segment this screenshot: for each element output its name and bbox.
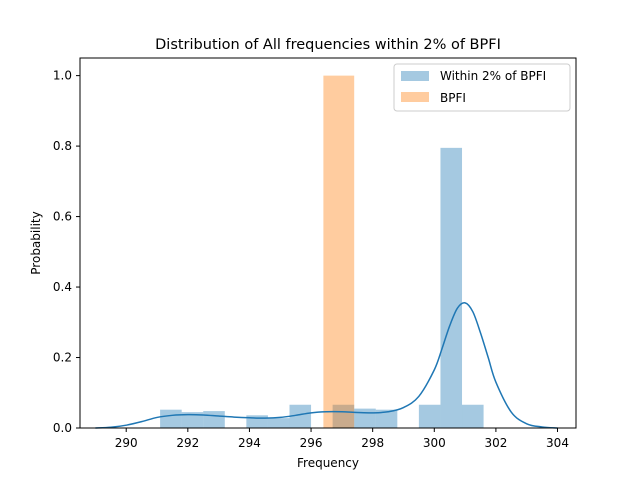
bars-layer [160, 75, 484, 429]
bar-within-bpfi-13 [440, 147, 463, 429]
bar-within-bpfi-9 [354, 408, 376, 428]
y-axis-ticks: 0.0 0.2 0.4 0.6 0.8 1.0 [53, 69, 80, 435]
y-tick-label: 0.8 [53, 139, 72, 153]
legend-label-bpfi: BPFI [440, 91, 466, 105]
bar-within-bpfi-2 [203, 411, 225, 428]
y-axis-label: Probability [29, 211, 43, 274]
x-tick-label: 302 [484, 436, 507, 450]
x-axis-label: Frequency [297, 456, 359, 470]
bar-within-bpfi-14 [462, 404, 484, 428]
bar-within-bpfi-8 [332, 404, 355, 428]
y-tick-label: 0.2 [53, 351, 72, 365]
y-tick-label: 0.4 [53, 280, 72, 294]
y-tick-label: 1.0 [53, 69, 72, 83]
kde-layer [95, 302, 558, 429]
legend-box [393, 63, 571, 112]
x-tick-label: 298 [361, 436, 384, 450]
legend-swatch-bpfi [401, 92, 429, 102]
x-tick-label: 304 [546, 436, 569, 450]
x-tick-label: 300 [423, 436, 446, 450]
x-tick-label: 296 [300, 436, 323, 450]
bar-bpfi-0 [323, 75, 355, 429]
x-tick-label: 290 [115, 436, 138, 450]
bar-within-bpfi-1 [181, 412, 204, 428]
plot-frame [79, 57, 577, 429]
bar-within-bpfi-10 [375, 409, 398, 428]
chart-title: Distribution of All frequencies within 2… [155, 37, 501, 53]
y-tick-label: 0.6 [53, 210, 72, 224]
bar-within-bpfi-5 [267, 418, 290, 428]
legend-swatch-within-bpfi [401, 71, 429, 81]
y-tick-label: 0.0 [53, 421, 72, 435]
x-tick-label: 294 [238, 436, 261, 450]
kde-line [95, 302, 558, 429]
x-axis-ticks: 290 292 294 296 298 300 302 304 [115, 428, 569, 450]
bar-within-bpfi-6 [289, 404, 312, 428]
legend: Within 2% of BPFI BPFI [393, 63, 571, 112]
x-tick-label: 292 [176, 436, 199, 450]
bar-within-bpfi-0 [160, 409, 182, 428]
bar-within-bpfi-12 [418, 404, 441, 428]
legend-label-within-bpfi: Within 2% of BPFI [440, 69, 546, 83]
